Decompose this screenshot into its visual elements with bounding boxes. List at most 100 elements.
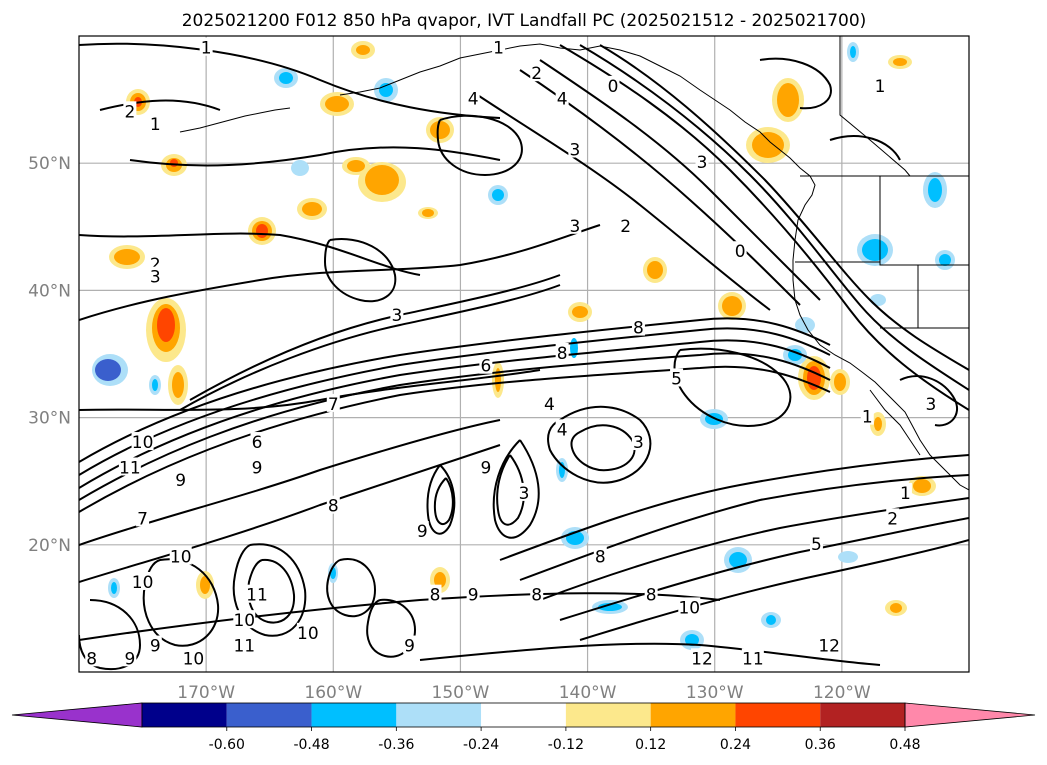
contour-line [99,99,221,111]
positive-anomaly-blob [718,292,746,320]
contour-line [79,592,721,641]
contour-label-bg [246,584,268,603]
contour-label: 7 [326,393,340,415]
negative-anomaly-blob [92,354,128,386]
contour-label: 9 [123,648,137,669]
contour-label-bg [136,508,150,527]
contour-label: 10 [131,571,154,593]
contour-label: 3 [148,266,162,288]
contour-label: 10 [678,597,701,618]
positive-anomaly-blob [146,298,186,362]
contour-label-bg [199,37,213,56]
axis-ticks: 170°W 160°W 150°W 140°W 130°W 120°W20°N30°N40… [28,154,871,703]
positive-anomaly-blob [297,198,327,220]
contour-label: 9 [479,457,493,478]
negative-anomaly-blob [761,612,781,628]
contour-label-bg [606,75,620,94]
contour-label-bg [593,546,607,565]
contour-label-bg [148,635,162,654]
contour-label-bg [233,635,256,654]
contour-label-bg [555,343,569,361]
contour-label-text: 10 [233,611,255,631]
positive-anomaly-blob [320,92,354,116]
contour-label-bg [250,457,264,476]
contour-label: 1 [492,37,506,59]
contour-label-bg [670,368,684,387]
positive-anomaly-blob [351,41,375,59]
contour-label: 3 [568,139,582,160]
contour-label-bg [123,101,137,120]
contour-label: 5 [809,533,823,555]
colorbar-extend-high [904,702,1036,728]
contour-line [419,642,881,666]
contour-label-bg [873,75,887,94]
contour-line [79,232,421,276]
contour-label-bg [148,114,162,133]
contour-line [579,44,969,391]
contour-label: 10 [131,432,154,453]
colorbar-tick-label: 0.36 [805,737,836,753]
y-tick-label: 20°N [28,536,71,556]
positive-anomaly-blob [830,369,850,395]
contour-label: 2 [123,101,137,122]
positive-anomaly-blob [196,571,214,599]
colorbar-bin [311,703,397,727]
contour-label-bg [691,648,713,667]
contour-label-text: 8 [633,319,644,339]
contour-label: 8 [644,584,658,606]
contour-label: 10 [182,648,205,669]
contour-line [366,598,417,658]
contour-label-text: 8 [646,586,657,606]
x-tick-label: 130°W [686,683,744,703]
colorbar: -0.60 -0.48 -0.36 -0.24 -0.12 0.12 0.24 0.36 0.4… [11,702,1036,753]
contour-label-text: 10 [132,573,154,593]
contour-label-bg [517,482,531,501]
negative-anomaly-blob [923,172,947,208]
contour-label-bg [555,88,569,107]
negative-anomaly-blob [374,78,398,102]
contour-line [759,57,832,110]
contour-label-text: 7 [137,509,148,529]
contour-line [79,365,831,513]
contour-label-text: 8 [86,649,97,669]
negative-anomaly-blob [935,250,955,270]
positive-anomaly-blob [248,217,276,245]
contour-label: 4 [466,88,480,110]
contour-label: 12 [691,648,713,669]
contour-label: 3 [631,432,645,453]
colorbar-tick-label: -0.60 [209,737,245,753]
colorbar-bin [565,703,651,727]
colorbar-bin [396,703,482,727]
alaska-canada-border [839,36,911,177]
y-tick-label: 50°N [28,154,71,174]
contour-label-bg [250,432,264,451]
contour-label-bg [466,88,480,107]
negative-anomaly-blob [561,527,589,549]
contour-line [79,42,501,119]
plot-area [79,36,969,672]
colorbar-tick-label: -0.12 [548,737,584,753]
contour-label: 9 [415,521,429,542]
aleutian-islands [179,107,291,133]
contour-label-text: 9 [404,637,415,657]
x-tick-label: 120°W [813,683,871,703]
positive-anomaly-blob [426,117,454,143]
contour-label: 2 [886,508,900,529]
contour-label: 9 [250,457,264,478]
negative-anomaly-blob [274,68,298,88]
negative-anomaly-blob [488,185,508,205]
contour-label: 10 [169,546,192,568]
contour-label-bg [530,63,544,82]
contour-line [492,439,540,539]
contour-label-text: 2 [620,217,631,237]
contour-label-bg [182,648,205,667]
contour-line [673,347,792,427]
contour-label-text: 10 [678,598,700,618]
contour-line [519,474,969,581]
contour-label-text: 10 [170,548,192,568]
contour-label-text: 3 [697,153,708,173]
contour-label-text: 2 [150,255,161,275]
